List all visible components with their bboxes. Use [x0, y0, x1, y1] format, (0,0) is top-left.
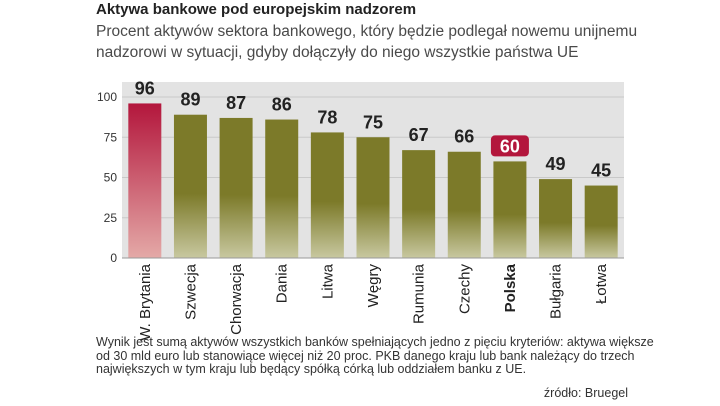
value-label: 78 [317, 107, 337, 127]
value-label: 87 [226, 93, 246, 113]
value-label: 49 [546, 154, 566, 174]
value-label: 75 [363, 112, 383, 132]
category-label: Polska [502, 263, 519, 312]
category-label: Litwa [319, 263, 336, 299]
category-label: Łotwa [593, 263, 610, 304]
category-label: Bułgaria [548, 263, 565, 319]
bar-7 [447, 151, 481, 258]
category-label: Rumunia [411, 263, 428, 324]
chart-title: Aktywa bankowe pod europejskim nadzorem [96, 1, 417, 18]
y-tick-label: 100 [97, 90, 117, 104]
source-note: źródło: Bruegel [543, 386, 628, 400]
value-label: 86 [272, 95, 292, 115]
bar-6 [402, 150, 436, 258]
category-label: Węgry [365, 264, 382, 308]
footnote: Wynik jest sumą aktywów wszystkich bankó… [96, 335, 654, 376]
y-tick-label: 0 [110, 251, 117, 265]
bar-5 [356, 137, 390, 258]
chart-subtitle: Procent aktywów sektora bankowego, który… [96, 23, 638, 61]
value-label: 66 [454, 127, 474, 147]
category-label: Szwecja [182, 263, 199, 320]
bar-8 [493, 161, 527, 258]
value-label: 89 [180, 90, 200, 110]
value-label: 45 [591, 161, 611, 181]
category-label: W. Brytania [137, 263, 154, 340]
category-label: Chorwacja [228, 263, 245, 335]
category-label: Czechy [456, 264, 473, 315]
bar-3 [265, 119, 299, 258]
bar-0 [128, 103, 162, 258]
bar-2 [219, 117, 253, 259]
value-label: 67 [409, 125, 429, 145]
value-label: 60 [500, 136, 520, 156]
y-tick-label: 50 [104, 171, 118, 185]
category-label: Dania [274, 263, 291, 303]
bar-4 [310, 132, 344, 258]
bar-9 [539, 179, 573, 258]
bar-1 [173, 114, 207, 259]
value-label-highlight-bg [490, 135, 529, 157]
y-tick-label: 75 [104, 130, 118, 144]
bar-10 [584, 185, 618, 258]
y-tick-label: 25 [104, 211, 118, 225]
value-label: 96 [135, 78, 155, 98]
